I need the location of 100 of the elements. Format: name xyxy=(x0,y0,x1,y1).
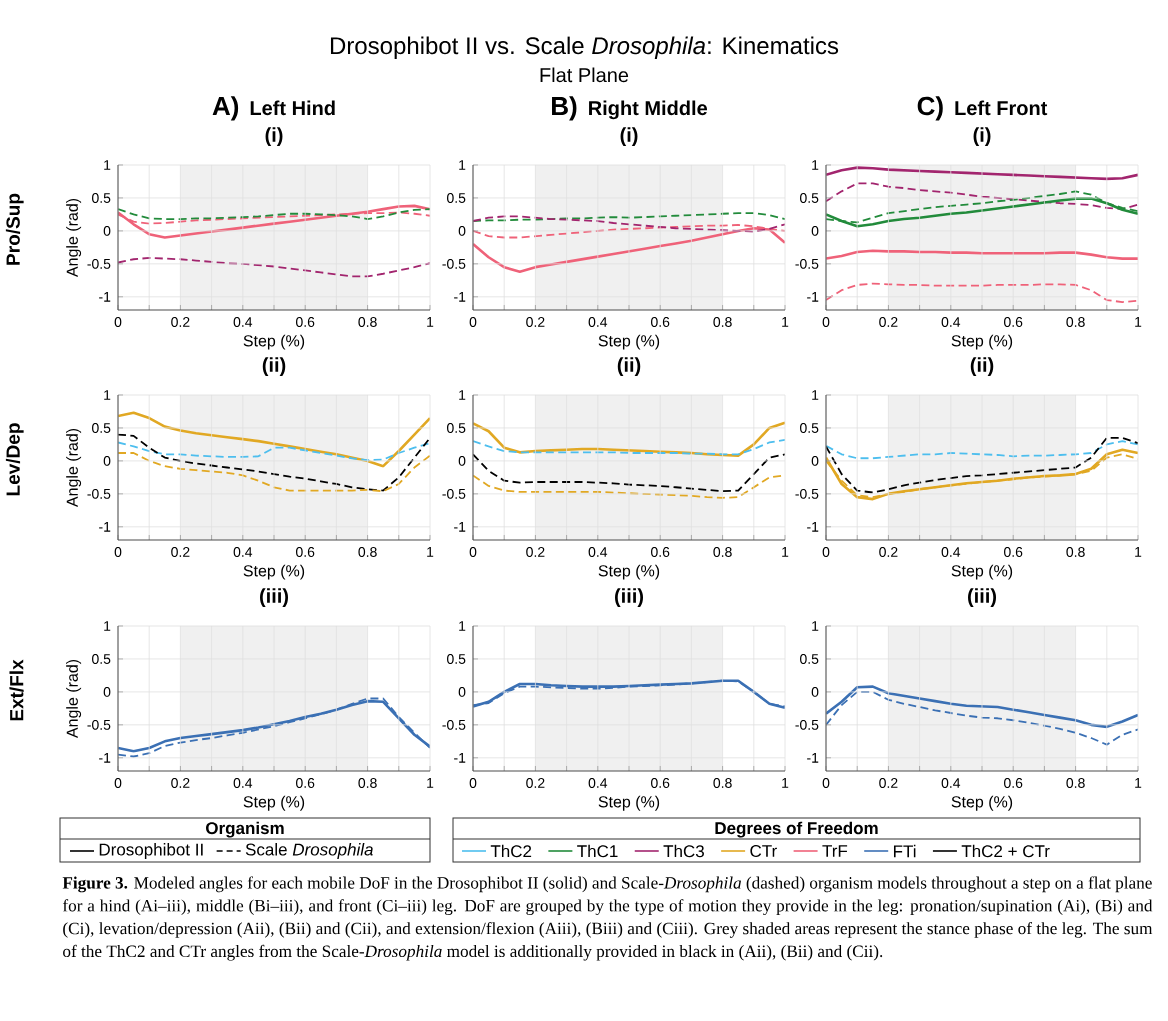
x-tick-label: 0.4 xyxy=(941,317,961,327)
y-tick-label: 1 xyxy=(104,621,111,631)
y-tick-label: 0.5 xyxy=(447,193,466,203)
category-label: ThC1 xyxy=(577,844,618,858)
y-tick-label: -0.5 xyxy=(795,258,819,269)
x-tick-label: 1 xyxy=(782,547,789,557)
x-tick-label: 0.8 xyxy=(358,317,377,327)
x-tick-label: 1 xyxy=(1135,778,1142,788)
category-label: Drosophibot II xyxy=(99,843,203,859)
text: Drosophibot II vs. Scale Drosophila: Kinematics xyxy=(330,36,839,59)
text: Ext/Flx xyxy=(9,659,24,721)
y-tick-label: 1 xyxy=(104,160,111,170)
x-tick-label: 0.8 xyxy=(1066,317,1085,327)
category-label: ThC2 + CTr xyxy=(961,844,1050,858)
x-axis-title: Step (%) xyxy=(598,795,660,811)
x-tick-label: 0.6 xyxy=(296,547,315,557)
y-tick-label: -1 xyxy=(99,753,111,763)
line-series xyxy=(118,433,430,492)
text: Pro/Sup xyxy=(5,193,24,265)
y-tick-label: 1 xyxy=(812,390,819,400)
y-tick-label: -1 xyxy=(807,292,819,302)
y-tick-label: -0.5 xyxy=(87,719,111,730)
x-tick-label: 0.2 xyxy=(879,778,898,788)
chart-title: (iii) xyxy=(260,588,289,607)
y-tick-label: 0.5 xyxy=(800,193,819,203)
y-tick-label: 0 xyxy=(103,455,111,466)
y-tick-label: 1 xyxy=(459,390,466,400)
x-tick-label: 0 xyxy=(822,547,830,557)
x-tick-label: 0.8 xyxy=(713,547,732,557)
x-tick-label: 0.6 xyxy=(651,778,670,788)
y-tick-label: -1 xyxy=(454,292,466,302)
x-tick-label: 0.8 xyxy=(358,547,377,557)
x-tick-label: 0.4 xyxy=(941,547,961,557)
y-axis-title: Angle (rad) xyxy=(66,428,82,508)
text: Left Front xyxy=(955,100,1048,116)
x-tick-label: 0.4 xyxy=(941,778,961,788)
x-tick-label: 0 xyxy=(114,317,122,327)
x-tick-label: 0.6 xyxy=(1004,778,1023,788)
y-tick-label: 1 xyxy=(459,621,466,631)
y-tick-label: -1 xyxy=(807,522,819,532)
chart-title: (ii) xyxy=(970,357,994,376)
y-axis-title: Angle (rad) xyxy=(66,659,82,739)
y-tick-label: 0.5 xyxy=(800,423,819,433)
x-tick-label: 0.4 xyxy=(588,317,608,327)
x-axis-title: Step (%) xyxy=(951,795,1013,811)
y-tick-label: 1 xyxy=(812,621,819,631)
y-tick-label: 0.5 xyxy=(800,654,819,664)
chart-title: (iii) xyxy=(968,588,997,607)
chart-title: (ii) xyxy=(262,357,286,376)
y-tick-label: -0.5 xyxy=(795,719,819,730)
category-label: CTr xyxy=(750,844,777,858)
x-tick-label: 0.4 xyxy=(233,547,253,557)
x-tick-label: 0.2 xyxy=(526,547,545,557)
x-axis-title: Step (%) xyxy=(598,564,660,580)
text: Figure 3. Modeled angles for each mobile DoF in the Drosophibot II (solid) and Scale-Drosophila (dashed) organism models throughout a step on a flat plane for a hind (Ai–iii), middle (Bi–iii), and front (Ci–iii) leg. DoF are grouped by the type of motion they provide in the leg: pronation/supination (Ai), (Bi) and (Ci), levation/depression (Aii), (Bii) and (Cii), and extension/flexion (Aiii), (Biii) and (Ciii). Grey shaded areas represent the stance phase of the leg. The sum of the ThC2 and CTr angles from the Scale-Drosophila model is additionally provided in black in (Aii), (Bii) and (Cii). xyxy=(62,876,1153,961)
x-tick-label: 1 xyxy=(1135,547,1142,557)
x-tick-label: 0 xyxy=(114,547,122,557)
category-label: ThC2 xyxy=(490,844,532,858)
category-label: ThC3 xyxy=(663,844,704,858)
x-axis-title: Step (%) xyxy=(243,334,305,350)
text: C) xyxy=(917,96,943,121)
text: A) xyxy=(212,96,239,121)
x-tick-label: 0.2 xyxy=(526,317,545,327)
chart-title: (iii) xyxy=(615,588,644,607)
x-tick-label: 0.2 xyxy=(526,778,545,788)
y-tick-label: 0 xyxy=(458,686,466,697)
x-tick-label: 0.2 xyxy=(879,317,898,327)
x-tick-label: 0.8 xyxy=(713,778,732,788)
y-tick-label: 0.5 xyxy=(447,654,466,664)
x-tick-label: 0.4 xyxy=(233,778,253,788)
y-tick-label: 1 xyxy=(812,160,819,170)
x-tick-label: 1 xyxy=(427,317,434,327)
text: Right Middle xyxy=(589,100,708,120)
x-tick-label: 0.2 xyxy=(171,547,190,557)
x-tick-label: 0.6 xyxy=(651,547,670,557)
category-label: Scale Drosophila xyxy=(245,843,373,859)
y-tick-label: -1 xyxy=(454,522,466,532)
y-tick-label: -1 xyxy=(454,753,466,763)
y-tick-label: 0 xyxy=(811,686,819,697)
y-tick-label: -0.5 xyxy=(87,488,111,499)
y-tick-label: -1 xyxy=(99,292,111,302)
x-axis-title: Step (%) xyxy=(243,564,305,580)
y-tick-label: 0.5 xyxy=(447,423,466,433)
text: Degrees of Freedom xyxy=(715,821,878,838)
x-tick-label: 0.8 xyxy=(1066,547,1085,557)
x-tick-label: 0.4 xyxy=(588,778,608,788)
x-tick-label: 0.4 xyxy=(588,547,608,557)
y-tick-label: -0.5 xyxy=(795,488,819,499)
y-tick-label: 1 xyxy=(104,390,111,400)
category-label: TrF xyxy=(822,845,848,857)
y-tick-label: -0.5 xyxy=(442,258,466,269)
x-tick-label: 0 xyxy=(114,778,122,788)
x-tick-label: 0.2 xyxy=(879,547,898,557)
y-tick-label: 0 xyxy=(458,455,466,466)
y-tick-label: 0.5 xyxy=(92,423,111,433)
y-tick-label: 0.5 xyxy=(92,654,111,664)
x-tick-label: 0.6 xyxy=(1004,317,1023,327)
x-tick-label: 0.8 xyxy=(1066,778,1085,788)
y-axis-title: Angle (rad) xyxy=(66,198,82,278)
x-tick-label: 0 xyxy=(469,778,477,788)
